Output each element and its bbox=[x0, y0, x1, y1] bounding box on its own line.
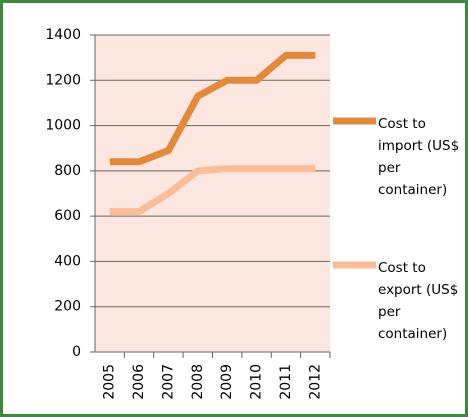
y-tick-label: 400 bbox=[54, 253, 81, 269]
y-tick-label: 0 bbox=[72, 344, 81, 360]
series-line bbox=[109, 51, 316, 166]
x-tick-label: 2007 bbox=[160, 364, 176, 400]
y-tick-label: 1200 bbox=[45, 72, 81, 88]
x-tick-label: 2010 bbox=[249, 364, 265, 400]
x-tick-label: 2011 bbox=[278, 364, 294, 400]
y-tick-label: 600 bbox=[54, 208, 81, 224]
y-tick-label: 800 bbox=[54, 163, 81, 179]
series-line bbox=[109, 165, 316, 216]
x-tick-label: 2006 bbox=[131, 364, 147, 400]
x-tick-label: 2012 bbox=[307, 364, 323, 400]
y-tick-label: 200 bbox=[54, 299, 81, 315]
x-tick-label: 2009 bbox=[219, 364, 235, 400]
x-tick-label: 2005 bbox=[102, 364, 118, 400]
x-tick-label: 2008 bbox=[190, 364, 206, 400]
legend-label: Cost to export (US$ per container) bbox=[378, 260, 459, 342]
y-tick-label: 1400 bbox=[45, 27, 81, 43]
chart-svg: 0 200 400 600 800 1000 1200 1400 2005 2006 2007 200… bbox=[45, 27, 376, 400]
y-tick-label: 1000 bbox=[45, 118, 81, 134]
plot-area bbox=[95, 35, 330, 352]
legend-label: Cost to import (US$ per container) bbox=[378, 116, 460, 198]
